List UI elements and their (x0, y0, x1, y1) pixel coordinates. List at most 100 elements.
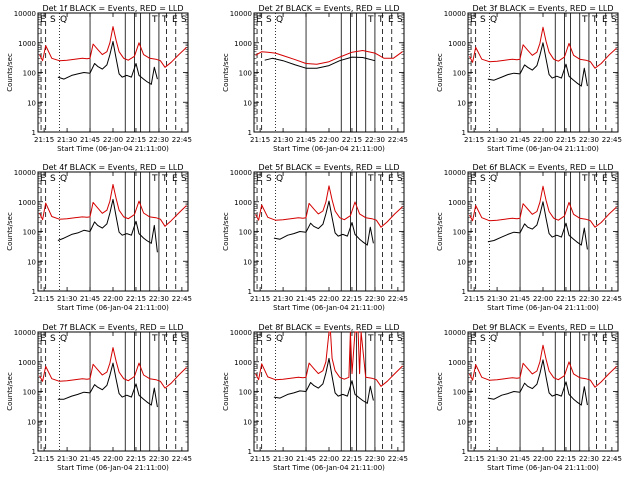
y-tick-label: 100 (453, 389, 466, 397)
x-tick-label: 22:00 (533, 295, 553, 303)
chart-panel-3: Det 3f BLACK = Events, RED = LLD 1 10 100 10… (436, 4, 622, 153)
plot-frame (37, 171, 189, 292)
plot-frame (467, 171, 619, 292)
x-axis-label: Start Time (06-Jan-04 21:11:00) (57, 145, 169, 153)
x-tick-label: 22:15 (126, 295, 146, 303)
y-axis-label: Counts/sec (222, 372, 230, 411)
x-tick-label: 21:15 (250, 295, 270, 303)
y-axis-label: Counts/sec (222, 53, 230, 92)
x-tick-label: 21:30 (487, 136, 507, 144)
plot-frame (253, 171, 405, 292)
chart-panel-7: Det 7f BLACK = Events, RED = LLD 1 10 100 10… (6, 323, 192, 472)
plot-frame (253, 12, 405, 133)
y-tick-label: 1000 (448, 199, 466, 207)
x-axis-label: Start Time (06-Jan-04 21:11:00) (273, 145, 385, 153)
series-events-line (273, 357, 374, 404)
y-tick-label: 100 (23, 70, 36, 78)
series-lld-line (39, 347, 187, 389)
x-tick-label: 21:15 (464, 295, 484, 303)
y-tick-label: 10 (243, 258, 252, 266)
x-tick-label: 22:45 (602, 295, 622, 303)
y-axis-label: Counts/sec (436, 212, 444, 251)
annotation-letter: T (377, 174, 384, 184)
y-tick-label: 10000 (14, 329, 36, 337)
annotation-letter: Q (60, 15, 67, 25)
annotation-letter: Q (490, 15, 497, 25)
y-tick-label: 1 (462, 448, 466, 456)
annotation-letter: T (377, 334, 384, 344)
y-tick-label: 10 (27, 258, 36, 266)
annotation-letter: S (611, 174, 617, 184)
y-axis-label: Counts/sec (436, 372, 444, 411)
x-tick-label: 21:15 (464, 455, 484, 463)
annotation-letter: E (256, 15, 262, 25)
y-tick-label: 10000 (444, 169, 466, 177)
series-lld-line (469, 344, 617, 388)
series-events-line (57, 362, 158, 408)
annotation-letter: E (172, 334, 178, 344)
series-events-line (57, 41, 158, 85)
y-tick-label: 100 (239, 70, 252, 78)
x-axis-label: Start Time (06-Jan-04 21:11:00) (57, 464, 169, 472)
annotation-letter: E (172, 174, 178, 184)
x-axis-label: Start Time (06-Jan-04 21:11:00) (487, 145, 599, 153)
annotation-letter: S (611, 334, 617, 344)
x-tick-label: 22:30 (149, 455, 169, 463)
annotation-letter: E (602, 334, 608, 344)
y-tick-label: 100 (23, 229, 36, 237)
x-tick-label: 22:30 (365, 295, 385, 303)
annotation-letter: S (266, 15, 272, 25)
annotation-letter: E (602, 174, 608, 184)
chart-title: Det 9f BLACK = Events, RED = LLD (472, 323, 613, 332)
y-tick-label: 1000 (448, 40, 466, 48)
x-tick-label: 21:45 (296, 295, 316, 303)
annotation-letter: T (581, 174, 588, 184)
chart-panel-8: Det 8f BLACK = Events, RED = LLD 1 10 100 10… (222, 323, 408, 472)
annotation-letter: Q (60, 174, 67, 184)
series-events-line (487, 201, 588, 250)
x-tick-label: 22:15 (342, 295, 362, 303)
x-tick-label: 22:45 (388, 295, 408, 303)
chart-panel-5: Det 5f BLACK = Events, RED = LLD 1 10 100 10… (222, 163, 408, 312)
annotation-letter: S (50, 174, 56, 184)
x-axis-label: Start Time (06-Jan-04 21:11:00) (273, 464, 385, 472)
annotation-letter: T (151, 174, 158, 184)
x-tick-label: 22:00 (103, 295, 123, 303)
x-tick-label: 22:15 (556, 455, 576, 463)
chart-title: Det 4f BLACK = Events, RED = LLD (42, 163, 183, 172)
annotation-letter: E (602, 15, 608, 25)
annotation-letter: E (256, 334, 262, 344)
series-lld-line (469, 26, 617, 69)
y-tick-label: 10000 (230, 169, 252, 177)
y-tick-label: 1 (32, 288, 36, 296)
series-lld-line (255, 50, 403, 65)
x-tick-label: 22:30 (365, 136, 385, 144)
y-tick-label: 10 (243, 418, 252, 426)
x-tick-label: 22:45 (388, 455, 408, 463)
series-events-line (487, 42, 588, 87)
annotation-letter: T (367, 15, 374, 25)
annotation-letter: S (480, 174, 486, 184)
y-tick-label: 100 (23, 389, 36, 397)
annotation-letter: Q (276, 334, 283, 344)
y-tick-label: 1000 (448, 359, 466, 367)
y-tick-label: 1000 (18, 40, 36, 48)
x-tick-label: 21:45 (80, 136, 100, 144)
y-tick-label: 100 (453, 229, 466, 237)
annotation-letter: S (266, 334, 272, 344)
plot-frame (253, 331, 405, 452)
y-tick-label: 1 (32, 129, 36, 137)
annotation-letter: S (181, 174, 187, 184)
y-tick-label: 100 (239, 229, 252, 237)
x-tick-label: 21:30 (273, 136, 293, 144)
chart-title: Det 7f BLACK = Events, RED = LLD (42, 323, 183, 332)
annotation-letter: T (581, 334, 588, 344)
x-tick-label: 22:15 (556, 136, 576, 144)
x-tick-label: 21:30 (273, 295, 293, 303)
y-tick-label: 10000 (230, 329, 252, 337)
annotation-letter: T (591, 15, 598, 25)
annotation-letter: T (161, 174, 168, 184)
annotation-letter: E (40, 334, 46, 344)
plot-frame (37, 12, 189, 133)
annotation-letter: E (388, 15, 394, 25)
